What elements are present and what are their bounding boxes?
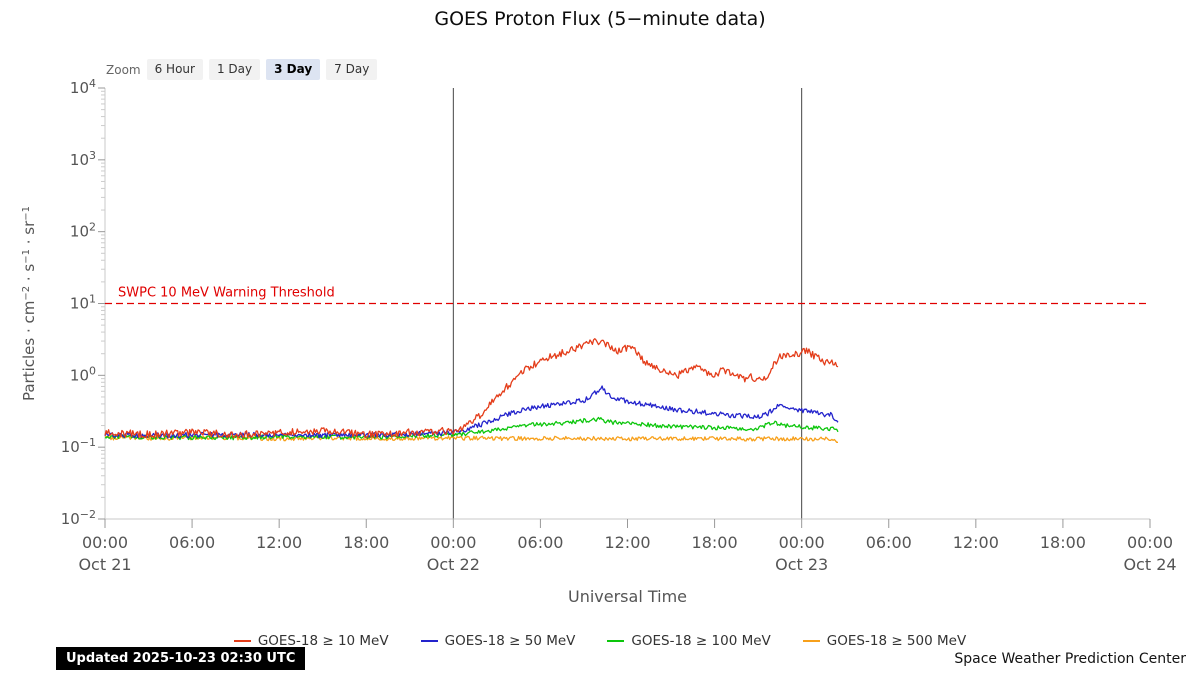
x-tick-label: 12:00 (256, 533, 302, 552)
y-tick-label: 10−1 (61, 436, 96, 456)
x-date-label: Oct 23 (775, 555, 828, 574)
credit-text: Space Weather Prediction Center (954, 651, 1186, 667)
x-tick-label: 00:00 (430, 533, 476, 552)
legend: GOES-18 ≥ 10 MeV GOES-18 ≥ 50 MeV GOES-18 … (0, 633, 1200, 649)
page-title: GOES Proton Flux (5−minute data) (434, 8, 766, 30)
series-goes-18-50-mev (104, 385, 839, 439)
legend-label: GOES-18 ≥ 50 MeV (444, 633, 576, 649)
series-goes-18-10-mev (104, 338, 839, 439)
legend-swatch-icon (233, 640, 251, 642)
legend-item[interactable]: GOES-18 ≥ 10 MeV (233, 633, 389, 649)
legend-swatch-icon (420, 640, 438, 642)
zoom-button-3-day[interactable]: 3 Day (266, 59, 321, 81)
y-tick-label: 100 (70, 364, 96, 384)
zoom-button-7-day[interactable]: 7 Day (326, 59, 378, 81)
legend-swatch-icon (607, 640, 625, 642)
x-tick-label: 00:00 (779, 533, 825, 552)
y-tick-label: 104 (70, 77, 96, 97)
legend-label: GOES-18 ≥ 100 MeV (631, 633, 771, 649)
x-axis-title: Universal Time (568, 587, 687, 606)
legend-item[interactable]: GOES-18 ≥ 50 MeV (420, 633, 576, 649)
x-tick-label: 12:00 (604, 533, 650, 552)
x-tick-label: 18:00 (343, 533, 389, 552)
x-tick-label: 06:00 (169, 533, 215, 552)
y-tick-label: 10−2 (61, 508, 96, 528)
x-tick-label: 00:00 (1127, 533, 1173, 552)
legend-swatch-icon (802, 640, 820, 642)
y-tick-label: 102 (70, 221, 96, 241)
zoom-controls: Zoom 6 Hour 1 Day 3 Day 7 Day (106, 59, 378, 81)
y-tick-label: 101 (70, 293, 96, 313)
zoom-label: Zoom (106, 62, 141, 77)
zoom-button-6-hour[interactable]: 6 Hour (146, 59, 203, 81)
x-tick-label: 18:00 (1040, 533, 1086, 552)
zoom-button-1-day[interactable]: 1 Day (208, 59, 261, 81)
legend-item[interactable]: GOES-18 ≥ 500 MeV (802, 633, 967, 649)
threshold-label: SWPC 10 MeV Warning Threshold (118, 286, 335, 301)
x-tick-label: 00:00 (82, 533, 128, 552)
x-tick-label: 18:00 (692, 533, 738, 552)
x-date-label: Oct 21 (78, 555, 131, 574)
x-date-label: Oct 24 (1123, 555, 1176, 574)
updated-timestamp: Updated 2025-10-23 02:30 UTC (56, 647, 306, 670)
x-tick-label: 12:00 (953, 533, 999, 552)
legend-label: GOES-18 ≥ 10 MeV (257, 633, 389, 649)
legend-item[interactable]: GOES-18 ≥ 100 MeV (607, 633, 771, 649)
series-goes-18-100-mev (104, 416, 839, 441)
x-tick-label: 06:00 (517, 533, 563, 552)
legend-label: GOES-18 ≥ 500 MeV (826, 633, 967, 649)
y-tick-label: 103 (70, 149, 96, 169)
y-axis-title: Particles · cm−2 · s−1 · sr−1 (20, 206, 38, 401)
x-tick-label: 06:00 (866, 533, 912, 552)
x-date-label: Oct 22 (427, 555, 480, 574)
